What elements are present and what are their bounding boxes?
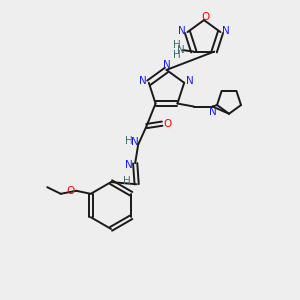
- Text: N: N: [163, 59, 170, 70]
- Text: H: H: [173, 40, 181, 50]
- Text: N: N: [125, 160, 133, 170]
- Text: O: O: [67, 186, 75, 196]
- Text: O: O: [164, 118, 172, 129]
- Text: N: N: [222, 26, 230, 36]
- Text: N: N: [178, 26, 186, 36]
- Text: H: H: [125, 136, 132, 146]
- Text: H: H: [173, 50, 181, 61]
- Text: N: N: [131, 136, 138, 147]
- Text: N: N: [186, 76, 194, 86]
- Text: O: O: [201, 11, 210, 22]
- Text: H: H: [123, 176, 131, 186]
- Text: N: N: [209, 107, 217, 117]
- Text: N: N: [177, 45, 184, 55]
- Text: N: N: [139, 76, 147, 86]
